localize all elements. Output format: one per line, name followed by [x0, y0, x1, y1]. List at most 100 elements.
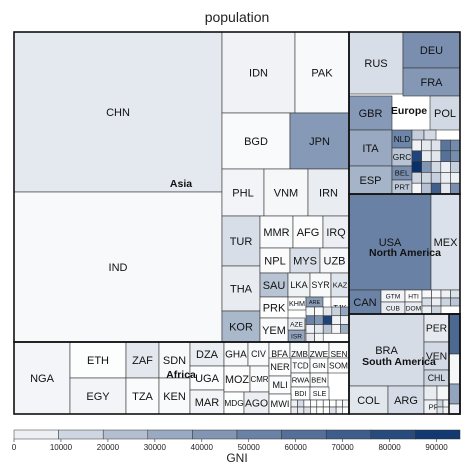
tile-label-pry: PRY: [429, 403, 445, 412]
tile-srb: [421, 150, 432, 162]
tile-label-zaf: ZAF: [132, 355, 153, 367]
legend-swatch: [102, 429, 149, 440]
legend-tick-label: 80000: [378, 443, 401, 452]
tile-label-lka: LKA: [290, 280, 308, 290]
tile-pan: [421, 297, 432, 307]
tile-jpn: [289, 112, 350, 170]
tile-label-som: SOM: [329, 360, 348, 370]
tile-irq: [322, 215, 350, 249]
tile-label-pak: PAK: [311, 67, 333, 79]
tile-lbn: [322, 306, 333, 317]
legend-swatch: [415, 429, 461, 440]
tile-arm: [305, 324, 315, 334]
legend-tick-label: 40000: [191, 443, 214, 452]
legend-swatch: [370, 429, 416, 440]
tile-label-moz: MOZ: [225, 374, 249, 386]
tile-omn: [331, 306, 341, 317]
tile-label-bdi: BDI: [295, 389, 307, 398]
tile-sau: [259, 272, 289, 298]
tile-tha: [221, 265, 261, 312]
tile-label-egy: EGY: [86, 391, 110, 403]
tile-label-col: COL: [357, 395, 380, 407]
tile-mne: [440, 182, 451, 195]
tile-lao: [305, 306, 315, 317]
tile-label-hti: HTI: [408, 293, 419, 300]
tile-bih: [440, 161, 451, 173]
legend-title: GNI: [226, 451, 248, 465]
tile-label-gtm: GTM: [386, 293, 401, 300]
legend-swatch: [281, 429, 327, 440]
tile-label-ind: IND: [109, 262, 128, 274]
tile-mrt: [335, 399, 343, 408]
tile-label-grc: GRC: [393, 152, 411, 162]
tile-qat: [322, 315, 333, 325]
tile-kgz: [314, 306, 324, 317]
tile-label-isr: ISR: [291, 333, 302, 340]
tile-alb: [450, 172, 461, 184]
tile-gmb: [316, 406, 324, 415]
tile-hrv: [430, 161, 442, 173]
tile-label-mmr: MMR: [263, 227, 289, 239]
tile-label-idn: IDN: [249, 67, 268, 79]
tile-tza: [125, 377, 160, 415]
tile-label-jpn: JPN: [309, 136, 330, 148]
tile-caf: [322, 399, 330, 408]
tile-label-ner: NER: [270, 362, 290, 372]
tile-afg: [292, 215, 324, 249]
tile-label-arg: ARG: [394, 395, 418, 407]
tile-ecu: [423, 385, 438, 401]
group-border-oceania: [448, 313, 461, 415]
tile-label-prk: PRK: [263, 302, 286, 314]
tile-swe: [440, 139, 451, 152]
tile-label-tur: TUR: [230, 236, 253, 248]
legend-swatch: [192, 429, 238, 440]
tile-irn: [307, 168, 350, 217]
tile-pak: [294, 31, 350, 114]
tile-rou: [430, 139, 442, 152]
tile-isl: [450, 182, 461, 195]
tile-kor: [221, 310, 261, 343]
tile-swz: [335, 406, 343, 415]
tile-che: [411, 150, 422, 162]
legend-swatch: [325, 429, 372, 440]
tile-brb: [431, 305, 442, 315]
legend-tick-label: 60000: [285, 443, 308, 452]
tile-label-dom: DOM: [406, 305, 421, 312]
tile-nic: [431, 289, 442, 299]
tile-aut: [450, 139, 461, 152]
tile-tun: [290, 399, 298, 408]
tile-ken: [158, 377, 191, 415]
tile-hkg: [314, 315, 324, 325]
tile-gab: [303, 406, 311, 415]
tile-fin: [450, 150, 461, 162]
tile-label-afg: AFG: [297, 227, 320, 239]
legend-swatch: [58, 429, 104, 440]
tile-geo: [340, 315, 350, 325]
tile-label-khm: KHM: [289, 299, 305, 308]
tile-label-tza: TZA: [132, 391, 153, 403]
tile-nzl: [448, 383, 461, 405]
tile-bgr: [430, 150, 442, 162]
tile-ury: [436, 399, 444, 408]
tile-irl: [421, 161, 432, 173]
group-label-south-america: South America: [362, 356, 436, 368]
legend-tick-label: 0: [12, 443, 17, 452]
tile-pol: [429, 95, 461, 131]
tile-label-yem: YEM: [262, 325, 286, 337]
tile-label-rus: RUS: [364, 58, 387, 70]
tile-label-chl: CHL: [428, 373, 446, 383]
legend-tick-label: 30000: [144, 443, 167, 452]
tile-ltu: [411, 172, 422, 184]
tile-label-vnm: VNM: [274, 187, 298, 199]
tile-gnb: [322, 406, 330, 415]
tile-label-tcd: TCD: [292, 361, 309, 370]
tile-mus: [329, 406, 337, 415]
legend-tick-label: 70000: [332, 443, 355, 452]
tile-aus: [448, 313, 461, 355]
tile-lva: [421, 172, 432, 184]
tile-label-pol: POL: [434, 108, 456, 120]
tile-label-rwa: RWA: [292, 376, 310, 385]
tile-label-nld: NLD: [394, 134, 411, 144]
tile-label-phl: PHL: [232, 187, 253, 199]
